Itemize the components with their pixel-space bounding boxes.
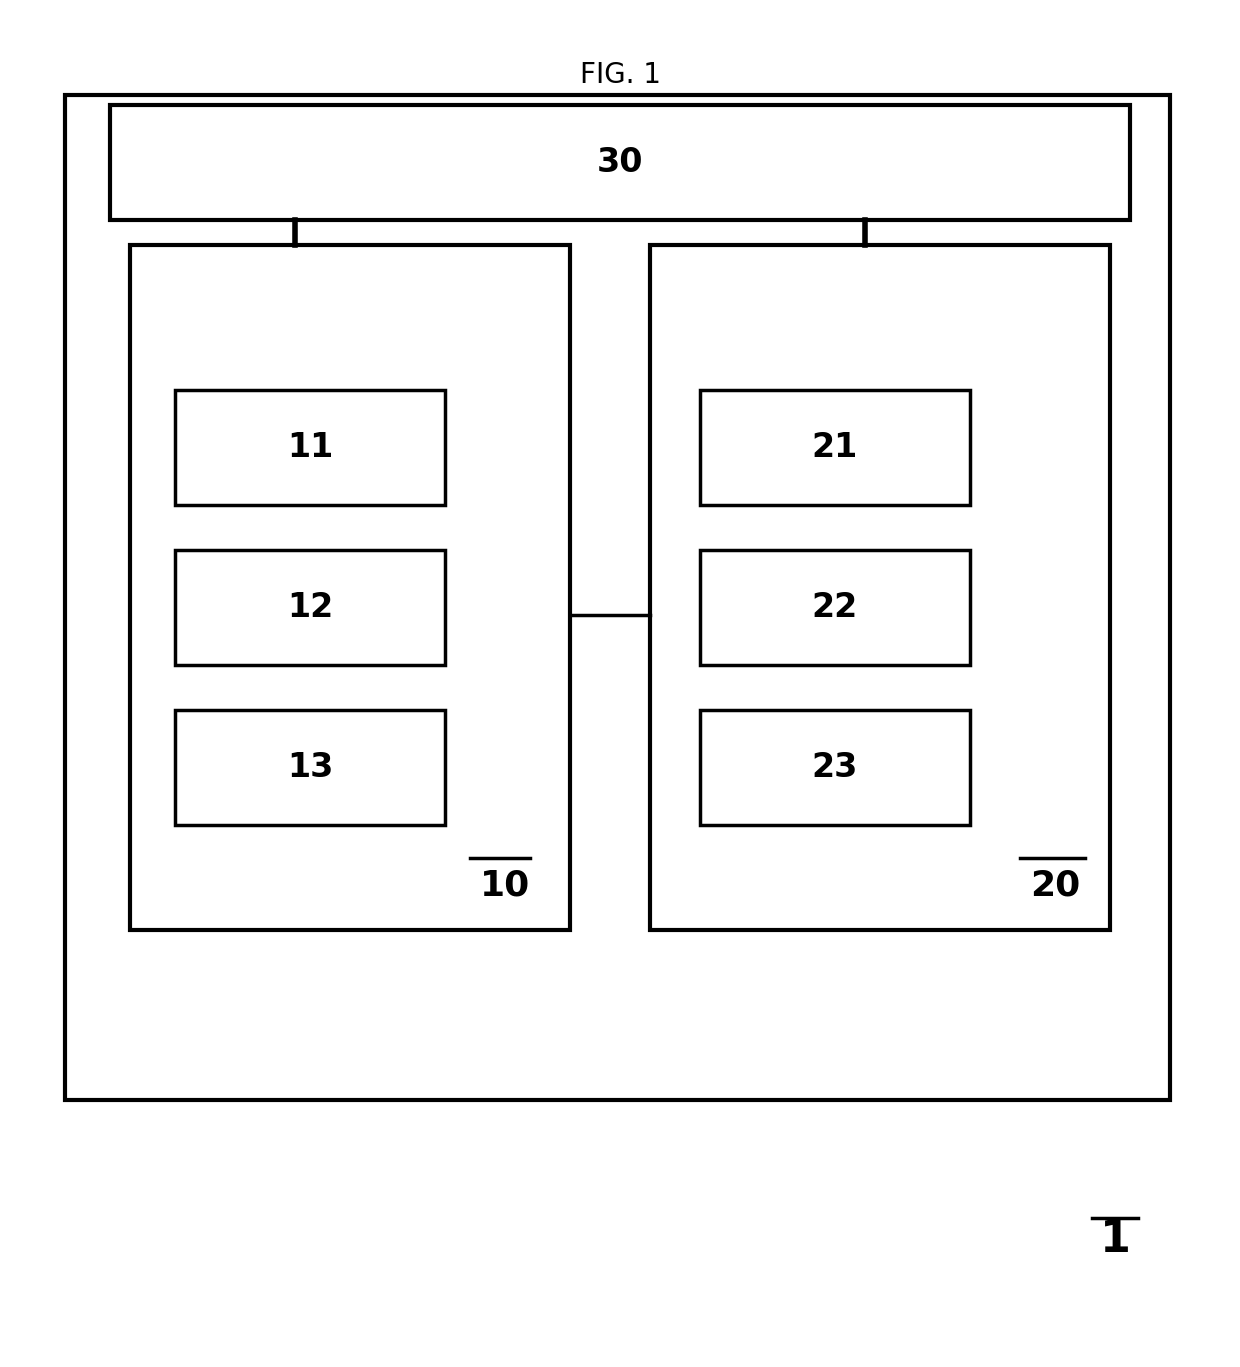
Text: 22: 22 — [812, 591, 858, 623]
Text: 1: 1 — [1100, 1218, 1131, 1262]
Text: 30: 30 — [596, 146, 644, 179]
Text: FIG. 1: FIG. 1 — [579, 62, 661, 89]
Bar — [701, 550, 970, 664]
Bar — [64, 94, 1171, 1100]
Text: 10: 10 — [480, 868, 531, 902]
Bar — [650, 245, 1110, 930]
Text: 11: 11 — [286, 431, 334, 463]
Bar — [175, 390, 445, 504]
Text: 13: 13 — [286, 750, 334, 785]
Text: 12: 12 — [286, 591, 334, 623]
Text: 20: 20 — [1030, 868, 1080, 902]
Text: 23: 23 — [812, 750, 858, 785]
Bar — [701, 390, 970, 504]
Bar — [130, 245, 570, 930]
Bar — [701, 709, 970, 826]
Bar — [175, 550, 445, 664]
Bar — [175, 709, 445, 826]
Bar — [110, 105, 1130, 220]
Text: 21: 21 — [812, 431, 858, 463]
